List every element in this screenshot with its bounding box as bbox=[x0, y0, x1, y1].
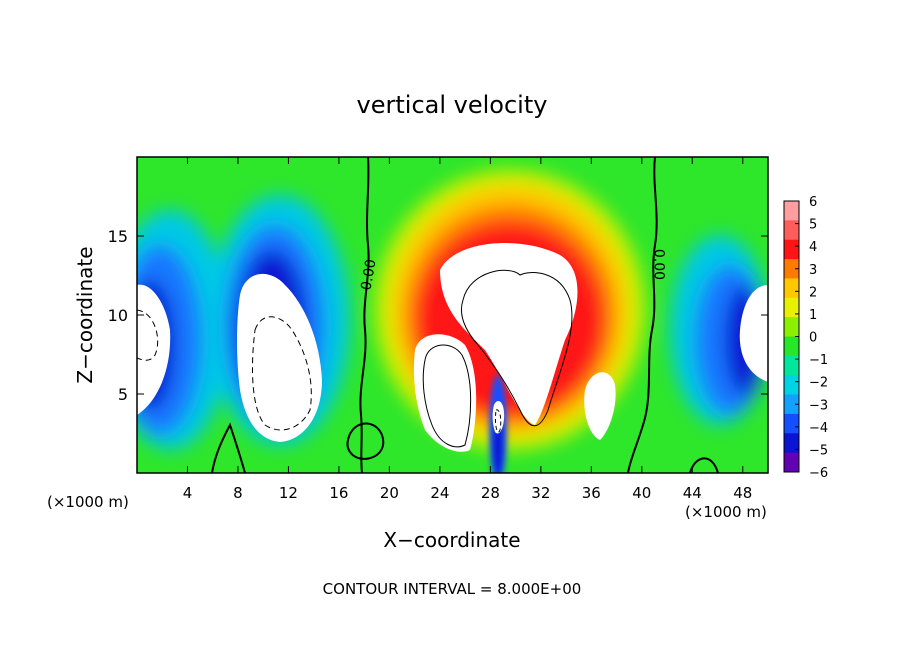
colorbar-tick-label: −5 bbox=[809, 443, 828, 458]
colorbar-swatch bbox=[784, 297, 799, 318]
contour-labels: 0.00 0.00 bbox=[358, 249, 666, 292]
colorbar-swatch bbox=[784, 239, 799, 260]
colorbar-swatch bbox=[784, 355, 799, 376]
x-tick-label: 16 bbox=[329, 484, 348, 502]
contour-minus-8-left bbox=[252, 316, 312, 431]
x-tick-label: 4 bbox=[183, 484, 193, 502]
x-tick-label: 48 bbox=[733, 484, 752, 502]
colorbar-swatch bbox=[784, 433, 799, 454]
zero-contour-bottom-right bbox=[689, 457, 719, 473]
contour-plus-8-left bbox=[422, 344, 472, 448]
x-tick-label: 36 bbox=[582, 484, 601, 502]
x-tick-label: 8 bbox=[233, 484, 243, 502]
colorbar-swatch bbox=[784, 375, 799, 396]
downdraft-core-edge-left bbox=[137, 284, 171, 415]
x-tick-label: 32 bbox=[531, 484, 550, 502]
y-tick-label: 5 bbox=[118, 385, 128, 404]
y-tick-label: 10 bbox=[108, 306, 128, 325]
x-axis-label: X−coordinate bbox=[383, 528, 520, 552]
x-tick-label: 12 bbox=[279, 484, 298, 502]
colorbar-tick-label: 5 bbox=[809, 218, 817, 233]
colorbar-tick-label: −3 bbox=[809, 398, 828, 413]
downdraft-core-left bbox=[237, 273, 322, 442]
x-tick-label: 40 bbox=[632, 484, 651, 502]
x-tick-label: 28 bbox=[481, 484, 500, 502]
colorbar-swatch bbox=[784, 336, 799, 357]
colorbar-swatch bbox=[784, 394, 799, 415]
zero-contour-bottom-pocket bbox=[346, 422, 385, 460]
colorbar-swatch bbox=[784, 452, 799, 473]
colorbar-tick-label: −6 bbox=[809, 466, 828, 481]
colorbar-tick-label: 0 bbox=[809, 331, 817, 346]
colorbar-swatch bbox=[784, 413, 799, 434]
colorbar-swatch bbox=[784, 220, 799, 241]
y-axis: 5 10 15 bbox=[108, 227, 768, 404]
colorbar-tick-label: −1 bbox=[809, 353, 828, 368]
zero-contour-right bbox=[627, 157, 658, 473]
x-unit-label-left: (×1000 m) bbox=[47, 493, 129, 511]
zero-contour-bottom-left bbox=[211, 422, 246, 473]
colorbar: 6 5 4 3 2 1 0 −1 −2 −3 −4 −5 −6 bbox=[783, 195, 828, 481]
x-tick-label: 44 bbox=[683, 484, 702, 502]
contour-interval-footer: CONTOUR INTERVAL = 8.000E+00 bbox=[323, 580, 582, 598]
contour-label: 0.00 bbox=[650, 249, 666, 280]
colorbar-tick-label: 6 bbox=[809, 195, 817, 210]
y-axis-label: Z−coordinate bbox=[73, 246, 97, 383]
x-axis: 4 8 12 16 20 24 28 32 36 40 44 48 bbox=[183, 157, 752, 502]
x-tick-label: 20 bbox=[380, 484, 399, 502]
colorbar-tick-label: −2 bbox=[809, 376, 828, 391]
chart-title: vertical velocity bbox=[357, 91, 548, 119]
colorbar-tick-label: 1 bbox=[809, 308, 817, 323]
colorbar-swatch bbox=[784, 317, 799, 337]
downdraft-core-edge-right bbox=[739, 285, 768, 382]
colorbar-tick-label: 3 bbox=[809, 263, 817, 278]
downdraft-core-narrow bbox=[492, 400, 505, 434]
colorbar-tick-label: 4 bbox=[809, 240, 817, 255]
contour-minus-8-edge bbox=[137, 309, 159, 361]
colorbar-swatch bbox=[784, 201, 799, 221]
updraft-core-main bbox=[440, 243, 578, 425]
colorbar-tick-label: 2 bbox=[809, 285, 817, 300]
colorbar-swatch bbox=[784, 259, 799, 279]
updraft-core-left bbox=[413, 334, 477, 452]
colorbar-swatch bbox=[784, 278, 799, 299]
y-tick-label: 15 bbox=[108, 227, 128, 246]
x-tick-label: 24 bbox=[430, 484, 449, 502]
contour-label: 0.00 bbox=[358, 258, 379, 291]
heatmap-field: 0.00 0.00 bbox=[137, 157, 768, 473]
contour-plus-8-main bbox=[460, 269, 573, 427]
updraft-core-right bbox=[584, 372, 616, 440]
contour-minus-8-narrow bbox=[495, 409, 502, 433]
x-unit-label-right: (×1000 m) bbox=[685, 503, 767, 521]
colorbar-tick-label: −4 bbox=[809, 421, 828, 436]
